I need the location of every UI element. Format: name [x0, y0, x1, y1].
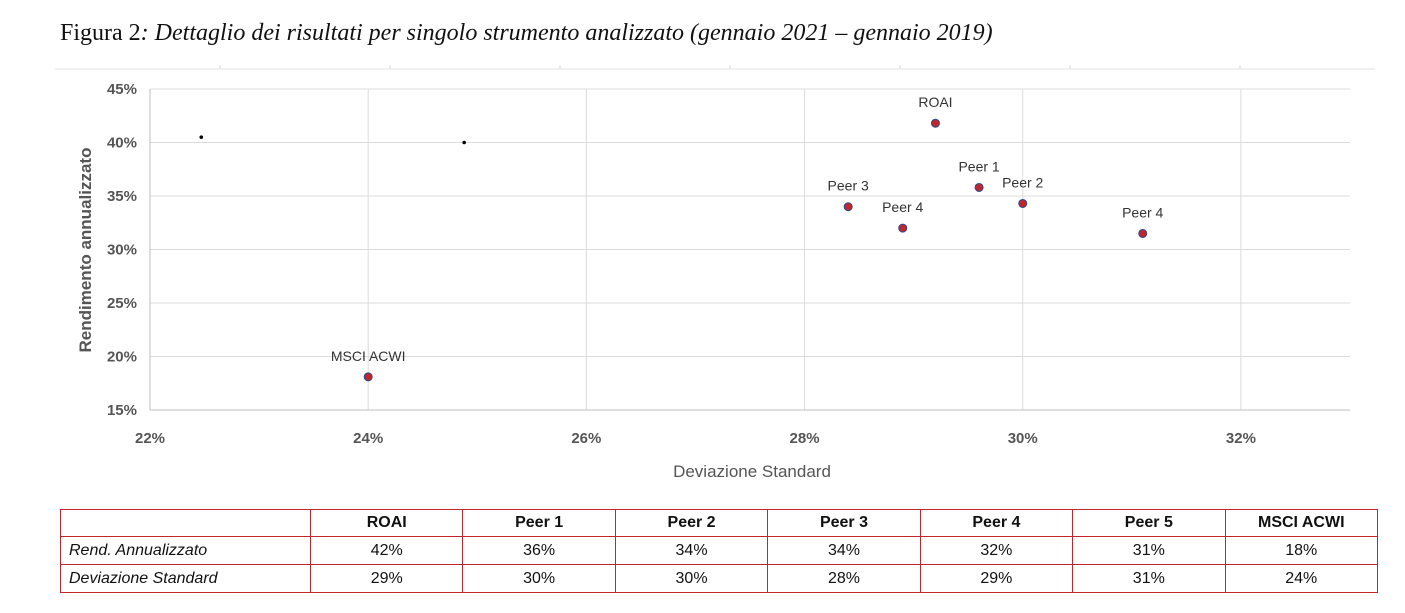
y-tick-label: 45%	[107, 81, 137, 98]
table-cell: 36%	[462, 536, 616, 565]
table-header-row: ROAI Peer 1 Peer 2 Peer 3 Peer 4 Peer 5 MSCI A…	[60, 509, 1379, 537]
data-point	[1138, 228, 1148, 238]
figure-caption: Figura 2: Dettaglio dei risultati per si…	[60, 20, 993, 47]
point-label: Peer 3	[828, 178, 869, 194]
x-tick-label: 24%	[353, 430, 383, 447]
point-label: Peer 2	[1002, 174, 1043, 190]
x-tick-label: 22%	[135, 430, 165, 447]
x-tick-label: 32%	[1226, 430, 1256, 447]
stray-dot	[199, 135, 204, 139]
data-point	[898, 223, 908, 233]
point-label: MSCI ACWI	[331, 348, 406, 364]
table-cell: 34%	[614, 536, 769, 565]
table-header-cell: Peer 5	[1072, 509, 1226, 537]
data-point	[363, 372, 373, 382]
data-point	[930, 118, 940, 128]
figure-caption-text: : Dettaglio dei risultati per singolo st…	[140, 20, 993, 46]
x-axis-title: Deviazione Standard	[673, 462, 831, 481]
table-row-label: Rend. Annualizzato	[60, 536, 311, 565]
table-cell: 31%	[1072, 536, 1226, 565]
table-header-cell: Peer 2	[614, 509, 769, 537]
point-label: Peer 4	[1122, 204, 1163, 220]
y-tick-label: 20%	[107, 349, 137, 366]
table-cell: 24%	[1224, 564, 1379, 593]
y-tick-label: 15%	[107, 402, 137, 419]
data-points	[199, 118, 1148, 382]
table-header-cell: Peer 3	[767, 509, 921, 537]
table-cell: 29%	[309, 564, 464, 593]
data-point	[843, 202, 853, 212]
table-cell: 28%	[767, 564, 921, 593]
y-tick-label: 25%	[107, 295, 137, 312]
table-cell: 32%	[919, 536, 1074, 565]
x-tick-label: 26%	[571, 430, 601, 447]
grid-lines	[150, 88, 1350, 410]
scatter-chart: 15%20%25%30%35%40%45%22% 24% 26% 28% 30% 32% …	[55, 65, 1375, 481]
table-cell: 34%	[767, 536, 921, 565]
table-cell: 18%	[1224, 536, 1379, 565]
table-cell: 29%	[919, 564, 1074, 593]
x-tick-label: 28%	[790, 430, 820, 447]
point-label: Peer 1	[958, 158, 999, 174]
table-row-label: Deviazione Standard	[60, 564, 311, 593]
table-row: Deviazione Standard 29% 30% 30% 28% 29% 31% 24%	[60, 564, 1379, 593]
table-header-cell: MSCI ACWI	[1224, 509, 1379, 537]
stray-dot	[462, 140, 466, 145]
table-cell: 30%	[462, 564, 616, 593]
data-point	[974, 182, 984, 192]
table-header-cell	[60, 509, 311, 537]
y-axis-title: Rendimento annualizzato	[76, 148, 95, 353]
table-cell: 42%	[309, 536, 464, 565]
y-tick-label: 40%	[107, 135, 137, 152]
figure-caption-prefix: Figura 2	[60, 20, 141, 46]
table-header-cell: Peer 4	[919, 509, 1074, 537]
table-header-cell: ROAI	[309, 509, 464, 537]
tick-labels: 15% 20% 25% 30% 35% 40% 45% 22% 24% 26% 28% 30% 32%	[107, 81, 1256, 447]
y-tick-label: 30%	[107, 242, 137, 259]
table-row: Rend. Annualizzato 42% 36% 34% 34% 32% 31% 18%	[60, 536, 1379, 565]
point-label: Peer 4	[882, 199, 923, 215]
results-table: ROAI Peer 1 Peer 2 Peer 3 Peer 4 Peer 5 MSCI A…	[60, 509, 1379, 593]
top-tick-marks	[219, 65, 1241, 69]
data-point	[1018, 198, 1028, 208]
table-cell: 31%	[1072, 564, 1226, 593]
y-tick-label: 35%	[107, 188, 137, 205]
x-tick-label: 30%	[1008, 430, 1038, 447]
table-header-cell: Peer 1	[462, 509, 616, 537]
table-body: Rend. Annualizzato 42% 36% 34% 34% 32% 31% 18% D…	[60, 536, 1379, 593]
table-cell: 30%	[614, 564, 769, 593]
axes	[149, 89, 1350, 411]
point-label: ROAI	[918, 94, 952, 110]
